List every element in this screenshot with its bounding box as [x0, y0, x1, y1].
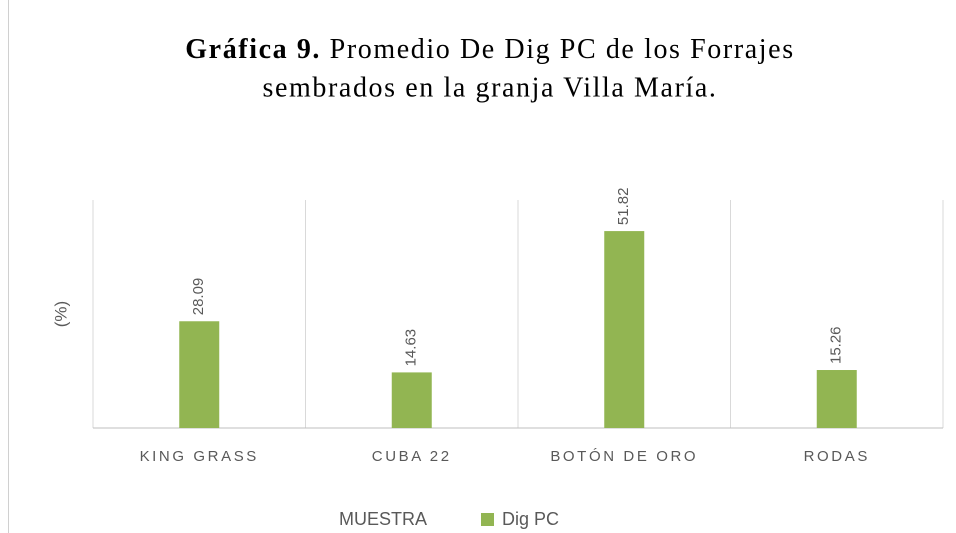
legend-swatch	[481, 513, 494, 526]
bar	[179, 321, 220, 428]
data-label: 28.09	[190, 278, 207, 316]
x-tick-label: KING GRASS	[140, 448, 259, 465]
bar	[604, 231, 645, 428]
y-axis-label: (%)	[51, 301, 70, 327]
title-text: Promedio De Dig PC de los Forrajes	[330, 34, 795, 65]
bar	[391, 372, 432, 428]
x-tick-label: CUBA 22	[372, 448, 452, 465]
chart-title-line: Gráfica 9. Promedio De Dig PC de los For…	[185, 34, 794, 65]
data-label: 15.26	[828, 326, 845, 364]
bar	[816, 370, 857, 428]
x-tick-label: BOTÓN DE ORO	[550, 448, 698, 465]
x-axis-label: MUESTRA	[339, 509, 427, 529]
x-tick-label: RODAS	[804, 448, 870, 465]
data-label: 51.82	[615, 188, 632, 226]
title-number: Gráfica 9.	[185, 34, 321, 65]
data-label: 14.63	[403, 329, 420, 367]
chart-title-line: sembrados en la granja Villa María.	[263, 72, 718, 103]
legend-label: Dig PC	[502, 509, 559, 529]
